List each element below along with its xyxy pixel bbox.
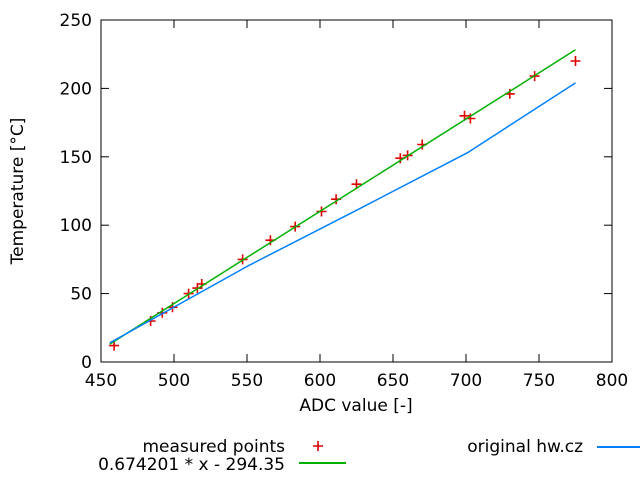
y-axis-title: Temperature [°C] (8, 117, 28, 265)
y-tick-label: 250 (60, 11, 92, 31)
y-tick-label: 0 (81, 353, 92, 373)
series-points-0 (109, 56, 581, 351)
legend-fit-formula-label: 0.674201 * x - 294.35 (98, 455, 285, 475)
x-tick-label: 500 (158, 371, 190, 391)
x-tick-label: 750 (523, 371, 555, 391)
x-tick-label: 700 (450, 371, 482, 391)
y-tick-label: 200 (60, 79, 92, 99)
x-tick-label: 550 (231, 371, 263, 391)
x-axis-title: ADC value [-] (299, 396, 413, 416)
x-axis-ticks (100, 20, 613, 362)
plus-marker-icon (313, 441, 323, 451)
legend-original-line-sample (597, 446, 640, 448)
x-tick-label: 650 (377, 371, 409, 391)
y-tick-label: 50 (70, 285, 92, 305)
legend-original-hwcz-label: original hw.cz (467, 437, 583, 457)
x-tick-label: 800 (596, 371, 628, 391)
series-line-1 (109, 49, 576, 345)
legend-fit-line-sample (299, 462, 346, 464)
x-axis-tick-labels: 450 500 550 600 650 700 750 800 (85, 371, 628, 391)
x-tick-label: 450 (85, 371, 117, 391)
y-tick-label: 100 (60, 216, 92, 236)
legend-measured-points-label: measured points (142, 437, 285, 457)
plus-marker-icon (570, 56, 581, 66)
plus-marker-icon (316, 206, 327, 217)
y-axis-ticks (101, 19, 612, 363)
x-tick-label: 600 (304, 371, 336, 391)
y-axis-tick-labels: 0 50 100 150 200 250 (60, 11, 92, 373)
plot-border (100, 19, 613, 363)
series-line-2 (109, 82, 576, 344)
y-tick-label: 150 (60, 148, 92, 168)
plus-marker-icon (311, 438, 325, 457)
